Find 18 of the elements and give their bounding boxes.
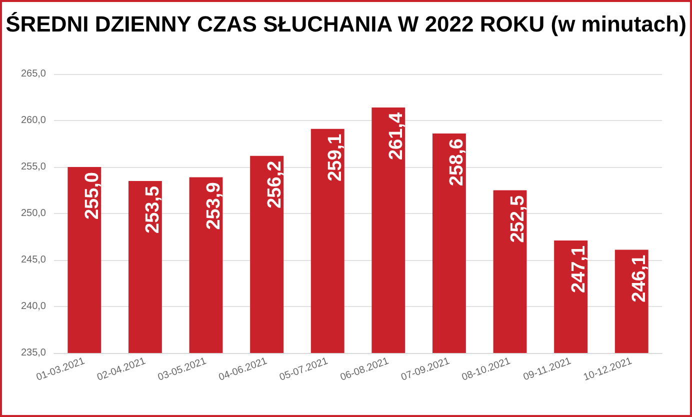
data-label: 252,5 [508,194,528,243]
chart-title: ŚREDNI DZIENNY CZAS SŁUCHANIA W 2022 ROKU (w minutach) [6,12,686,36]
y-tick-label: 265,0 [20,68,46,80]
y-tick-label: 245,0 [20,254,46,266]
data-label: 255,0 [82,172,103,220]
y-tick-label: 250,0 [20,208,46,219]
data-label: 261,4 [386,112,407,160]
data-label: 258,6 [446,138,468,186]
data-label: 253,9 [204,182,224,230]
data-label: 247,1 [568,245,590,294]
data-label: 256,2 [264,160,286,208]
data-label: 259,1 [325,133,346,182]
data-label: 246,1 [629,254,650,302]
y-tick-label: 240,0 [20,301,46,312]
y-tick-label: 255,0 [20,162,46,172]
y-tick-label: 235,0 [20,348,46,358]
data-label: 253,5 [142,186,164,234]
y-tick-label: 260,0 [20,115,46,126]
